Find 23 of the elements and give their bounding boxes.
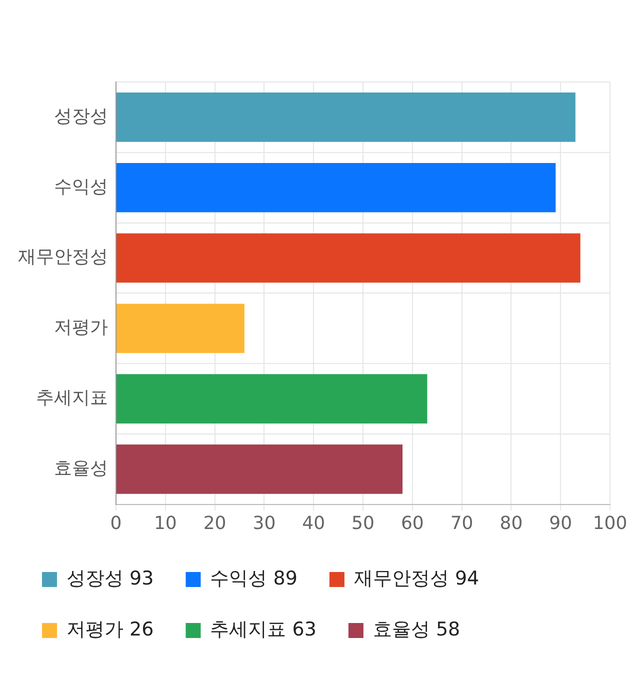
x-tick-label: 60 [400, 512, 424, 534]
x-tick-label: 30 [252, 512, 276, 534]
x-tick-label: 40 [302, 512, 326, 534]
x-tick-label: 0 [110, 512, 122, 534]
y-tick-label: 수익성 [54, 176, 108, 198]
y-tick-label: 성장성 [54, 106, 108, 127]
legend-label: 재무안정성 94 [354, 567, 480, 590]
y-tick-label: 재무안정성 [18, 246, 108, 268]
legend-label: 수익성 89 [210, 567, 298, 590]
y-tick-label: 추세지표 [36, 387, 108, 408]
x-tick-label: 100 [592, 512, 628, 534]
x-tick-label: 50 [352, 512, 374, 534]
x-tick-label: 10 [154, 512, 177, 534]
x-tick-label: 20 [203, 512, 226, 534]
y-tick-label: 효율성 [54, 458, 108, 479]
legend-label: 저평가 26 [66, 618, 154, 640]
legend-label: 성장성 93 [66, 567, 154, 590]
x-tick-label: 90 [549, 512, 572, 534]
legend-label: 효율성 58 [372, 618, 460, 640]
y-tick-label: 저평가 [54, 317, 108, 338]
legend-label: 추세지표 63 [210, 618, 316, 640]
x-tick-label: 70 [450, 512, 474, 534]
x-tick-label: 80 [500, 512, 523, 534]
